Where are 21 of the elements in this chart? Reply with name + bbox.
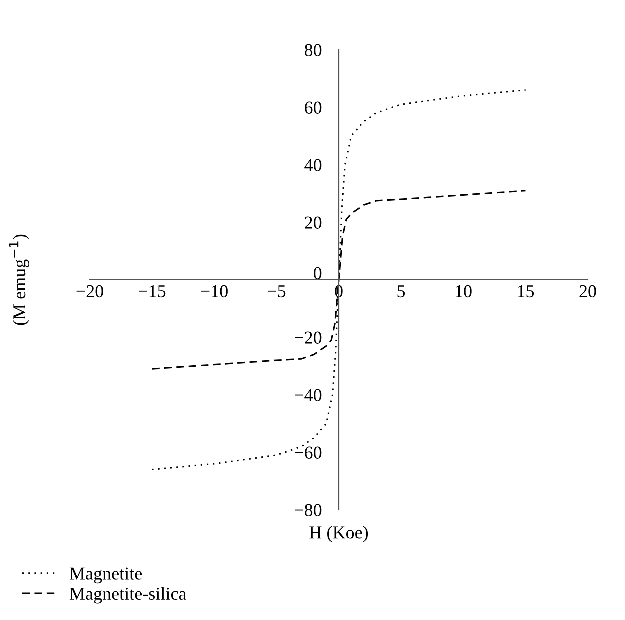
legend-label: Magnetite [70,568,142,584]
x-tick-label: −5 [268,286,286,298]
x-tick-label: 20 [580,285,596,298]
y-tick-label: 40 [304,159,322,172]
y-tick-label: 60 [305,102,322,114]
y-tick-label: −60 [294,446,322,459]
y-tick-label: 20 [305,216,322,229]
y-tick-label: −20 [294,332,322,344]
x-axis-title: H (Koe) [310,526,368,542]
x-tick-label: −20 [76,285,104,298]
y-tick-label: −80 [294,504,322,516]
x-tick-label: 15 [518,285,534,298]
y-tick-label: 0 [314,267,322,280]
y-axis-title: (M emug$^{−1}$) [9,234,30,326]
x-tick-label: 5 [398,286,406,298]
legend-label: Magnetite-silica [70,587,187,604]
y-tick-label: 80 [304,44,322,56]
x-tick-label: 10 [456,285,472,298]
x-tick-label: −10 [201,285,228,298]
x-tick-label: −15 [139,285,166,298]
y-tick-label: −40 [294,389,322,402]
